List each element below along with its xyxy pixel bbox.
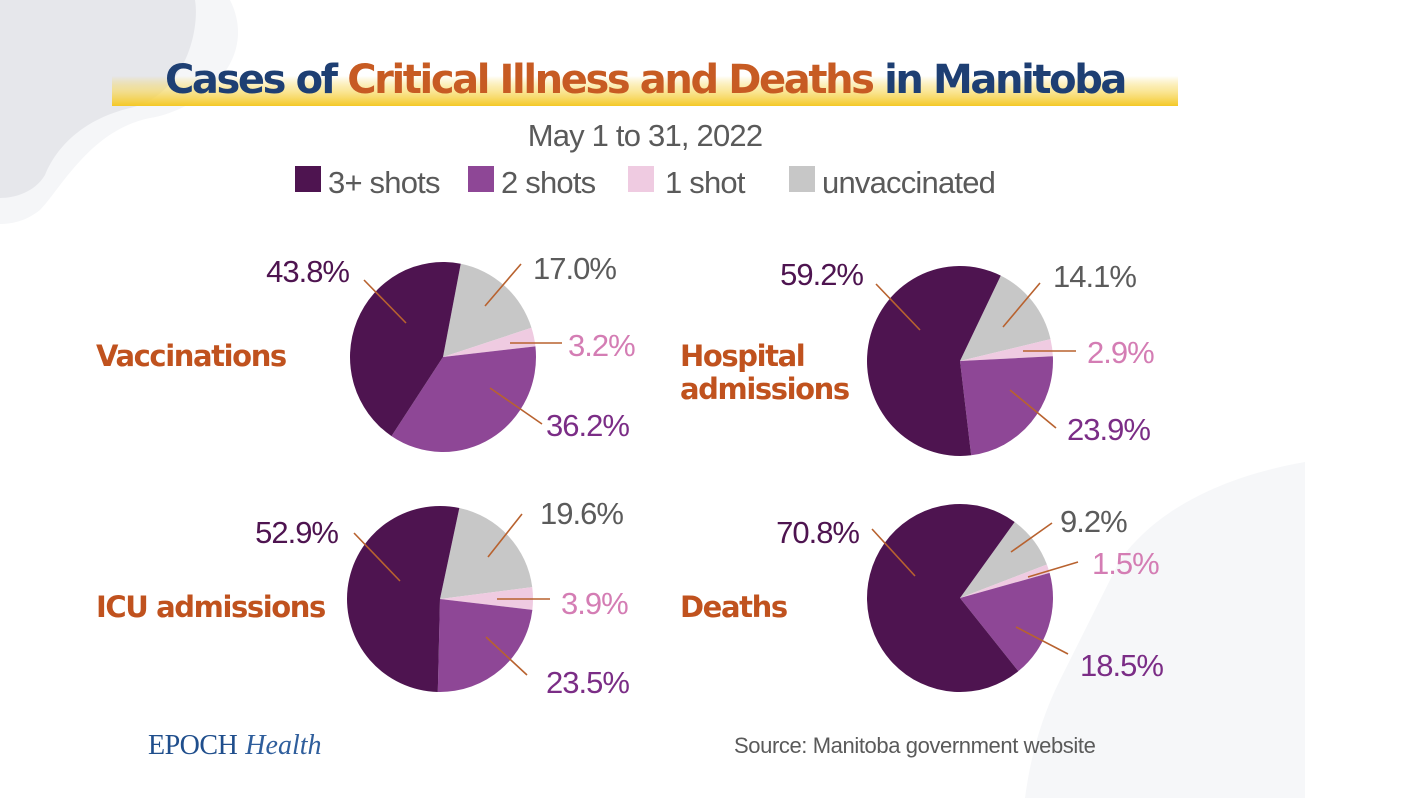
pie-slice-3plus: [350, 262, 461, 437]
pie-slice-3plus: [867, 265, 1001, 456]
leader-line-3plus: [363, 279, 407, 324]
data-label-1shot: 1.5%: [1092, 546, 1159, 581]
pie-slice-1shot: [960, 339, 1053, 361]
page-title: Cases of Critical Illness and Deaths in …: [165, 57, 1125, 103]
pie-slice-unvaccinated: [960, 521, 1047, 598]
leader-line-2shots: [1015, 626, 1069, 655]
data-label-2shots: 23.5%: [546, 665, 629, 700]
leader-line-2shots: [1009, 389, 1057, 429]
pie-icu-admissions: 52.9% 23.5% 3.9% 19.6%: [255, 496, 630, 700]
epoch-health-logo: EPOCH Health: [148, 730, 322, 761]
data-label-3plus: 59.2%: [780, 257, 863, 292]
legend-swatch-2shots: [468, 166, 494, 192]
data-label-1shot: 2.9%: [1087, 335, 1154, 370]
data-label-unvaccinated: 17.0%: [533, 251, 616, 286]
data-label-2shots: 18.5%: [1080, 648, 1163, 683]
pie-vaccinations: 43.8% 36.2% 3.2% 17.0%: [266, 251, 636, 453]
pie-slice-1shot: [960, 564, 1050, 598]
title-highlight-bar: [112, 76, 1178, 106]
bg-blob-top-left: [0, 0, 196, 198]
legend-swatch-3plus: [295, 166, 321, 192]
logo-health: Health: [244, 730, 321, 761]
title-part-3: in Manitoba: [873, 57, 1125, 103]
leader-line-2shots: [485, 636, 528, 676]
data-label-2shots: 23.9%: [1067, 412, 1150, 447]
legend-swatch-unvaccinated: [789, 166, 815, 192]
data-label-1shot: 3.2%: [568, 328, 635, 363]
logo-epoch: EPOCH: [148, 730, 238, 761]
legend-label-3plus: 3+ shots: [328, 165, 440, 200]
data-label-3plus: 52.9%: [255, 515, 338, 550]
panel-label-deaths: Deaths: [680, 590, 787, 624]
legend-label-1shot: 1 shot: [665, 165, 746, 200]
pie-slice-3plus: [867, 504, 1019, 693]
pie-deaths: 70.8% 18.5% 1.5% 9.2%: [776, 504, 1164, 693]
leader-line-unvaccinated: [1002, 282, 1041, 328]
pie-slice-2shots: [391, 346, 537, 453]
data-label-unvaccinated: 14.1%: [1053, 259, 1136, 294]
panel-label-icu: ICU admissions: [96, 590, 325, 624]
leader-line-unvaccinated: [487, 513, 523, 558]
leader-line-3plus: [875, 283, 921, 331]
data-label-unvaccinated: 19.6%: [540, 496, 623, 531]
legend: 3+ shots 2 shots 1 shot unvaccinated: [295, 165, 996, 200]
background: [0, 0, 1305, 798]
data-label-3plus: 70.8%: [776, 515, 859, 550]
pie-slice-1shot: [443, 327, 536, 357]
leader-line-unvaccinated: [484, 263, 522, 307]
source-note: Source: Manitoba government website: [734, 733, 1096, 758]
subtitle: May 1 to 31, 2022: [528, 118, 763, 153]
panel-label-vaccinations: Vaccinations: [96, 339, 286, 373]
legend-label-unvaccinated: unvaccinated: [822, 165, 995, 200]
pie-slice-unvaccinated: [440, 508, 533, 599]
leader-line-2shots: [489, 387, 543, 425]
bg-blob-bottom-right: [1025, 462, 1305, 798]
panel-label-hospital-line1: Hospital: [680, 339, 804, 373]
title-part-1: Cases of: [165, 57, 347, 103]
pie-slice-2shots: [437, 599, 533, 692]
pie-slice-unvaccinated: [443, 263, 532, 357]
data-label-2shots: 36.2%: [546, 408, 629, 443]
pie-slice-3plus: [346, 505, 460, 692]
leader-line-3plus: [353, 532, 401, 582]
pie-slice-1shot: [440, 587, 534, 610]
title-part-2: Critical Illness and Deaths: [347, 57, 873, 103]
leader-line-unvaccinated: [1010, 522, 1053, 553]
leader-line-3plus: [871, 528, 916, 577]
panel-label-hospital-line2: admissions: [680, 372, 849, 406]
legend-swatch-1shot: [628, 166, 654, 192]
pie-slice-2shots: [960, 356, 1053, 456]
pie-slice-2shots: [960, 572, 1054, 672]
data-label-1shot: 3.9%: [561, 586, 628, 621]
data-label-unvaccinated: 9.2%: [1060, 504, 1127, 539]
data-label-3plus: 43.8%: [266, 254, 349, 289]
legend-label-2shots: 2 shots: [501, 165, 596, 200]
pie-hospital-admissions: 59.2% 23.9% 2.9% 14.1%: [780, 257, 1155, 456]
leader-line-1shot: [1027, 561, 1079, 578]
